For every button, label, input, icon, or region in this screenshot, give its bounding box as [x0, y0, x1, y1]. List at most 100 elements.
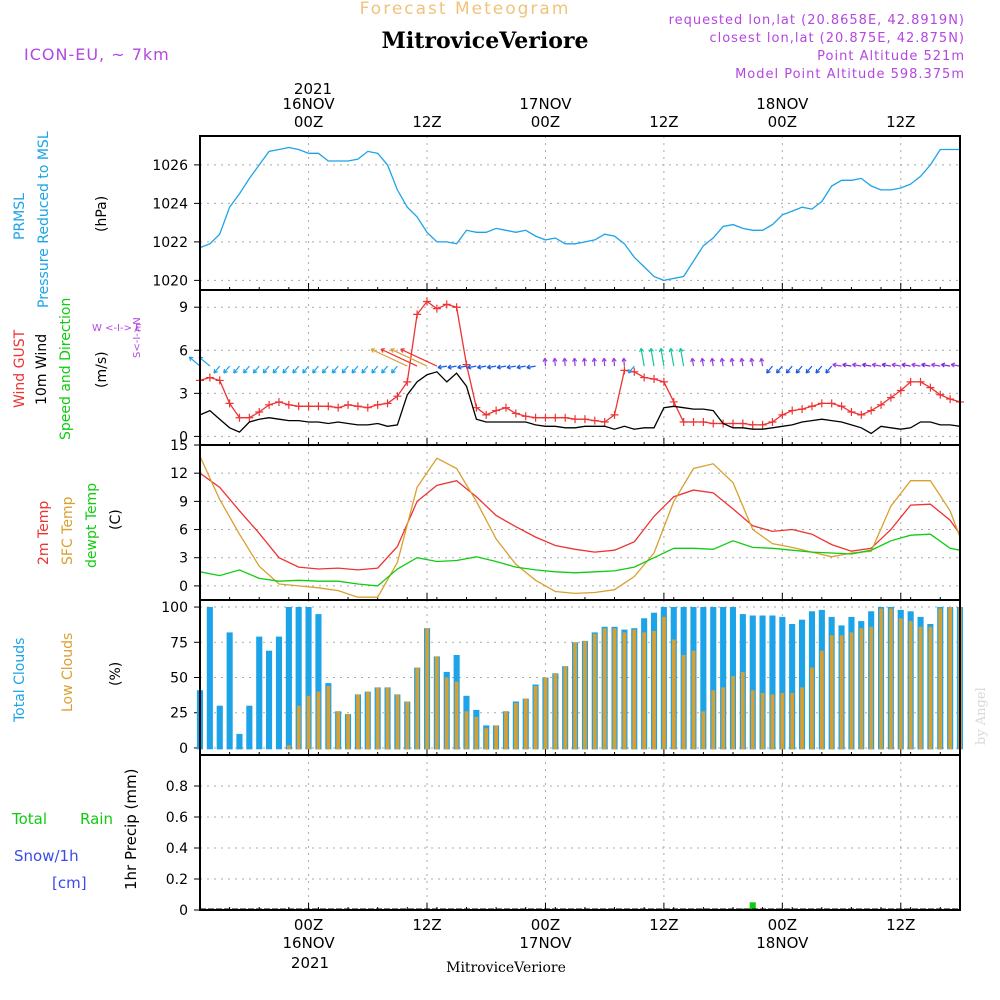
cloud-unit: (%) [108, 662, 124, 686]
gust-marker [590, 416, 599, 425]
bar-low-clouds [435, 656, 439, 750]
bar-low-clouds [731, 676, 735, 750]
bar-low-clouds [800, 687, 804, 750]
gust-marker [807, 402, 816, 411]
gust-marker [580, 415, 589, 424]
wind-arrow [832, 362, 842, 368]
panel-0: 1020 1022 1024 1026 [152, 135, 961, 291]
panel-1: 0 3 6 9 [179, 289, 964, 446]
ytick-label-0-1: 1022 [152, 235, 188, 251]
wind-arrow [815, 365, 823, 374]
top-date-label: 18NOV [756, 95, 809, 113]
gust-marker [304, 402, 313, 411]
compass-we: W <-I-> E [92, 323, 142, 334]
bar-low-clouds [662, 616, 666, 750]
wind-arrow [611, 357, 617, 367]
bar-low-clouds [336, 711, 340, 750]
bar-low-clouds [721, 687, 725, 750]
bar-low-clouds [810, 667, 814, 750]
wind-arrow [302, 365, 310, 374]
gust-marker [344, 400, 353, 409]
gust-marker [324, 402, 333, 411]
top-time-label: 12Z [412, 113, 441, 131]
bar-total-clouds [315, 614, 322, 750]
cloud-label-2: Low Clouds [60, 633, 76, 712]
wind-arrow [931, 362, 941, 368]
gust-marker [353, 402, 362, 411]
gust-marker [442, 300, 451, 309]
footer-station: MitroviceVeriore [446, 960, 566, 976]
pressure-panel-labels: PRMSL Pressure Reduced to MSL (hPa) [12, 131, 110, 308]
bar-low-clouds [652, 631, 656, 750]
bottom-year-label: 2021 [291, 954, 329, 972]
wind-arrow [496, 364, 507, 370]
wind-arrow [739, 357, 745, 367]
watermark: by Angel [974, 687, 989, 745]
bar-total-clouds [710, 607, 717, 750]
ytick-label-0-0: 1020 [152, 273, 188, 289]
gust-marker [235, 413, 244, 422]
gust-marker [274, 397, 283, 406]
wind-arrow [601, 357, 607, 367]
bar-low-clouds [523, 698, 528, 750]
wind-arrow [262, 365, 270, 374]
wind-arrow [729, 357, 735, 367]
gust-marker [205, 373, 214, 382]
panel-frame-2 [199, 444, 961, 601]
ytick-label-1-3: 9 [179, 300, 188, 316]
wind-arrow [381, 365, 388, 374]
panel-2: 0 3 6 9 12 15 [170, 438, 961, 601]
bar-total-clouds [749, 615, 756, 750]
bar-total-clouds [779, 616, 786, 750]
wind-arrow [562, 357, 568, 367]
wind-unit: (m/s) [94, 351, 110, 388]
compass-ns: S<-I->N [132, 317, 143, 358]
bar-low-clouds [356, 694, 360, 750]
bar-low-clouds [839, 635, 844, 750]
bar-low-clouds [553, 673, 558, 750]
ytick-label-2-1: 3 [179, 551, 188, 567]
wind-arrow [648, 347, 655, 367]
wind-arrow [282, 365, 290, 374]
bottom-time-label: 12Z [886, 916, 915, 934]
bar-total-rain [749, 902, 756, 911]
bar-low-clouds [671, 639, 676, 750]
bar-low-clouds [573, 642, 577, 750]
gust-marker [363, 403, 372, 412]
wind-arrow [272, 365, 280, 374]
bar-low-clouds [366, 691, 370, 750]
ytick-label-1-1: 3 [179, 386, 188, 402]
gust-marker [383, 399, 392, 408]
closest-coords: closest lon,lat (20.875E, 42.875N) [709, 31, 965, 46]
bar-low-clouds [464, 711, 469, 750]
ytick-label-2-0: 0 [179, 579, 188, 595]
bar-low-clouds [632, 629, 637, 750]
gust-marker [265, 400, 274, 409]
wind-arrow [400, 348, 438, 367]
bar-low-clouds [918, 626, 923, 750]
wind-arrow [861, 362, 872, 368]
bar-total-clouds [700, 607, 707, 750]
gust-marker [659, 377, 668, 386]
bar-low-clouds [701, 711, 706, 750]
bar-total-clouds [206, 607, 213, 750]
gust-marker [531, 413, 540, 422]
wind-arrow [639, 347, 645, 367]
pressure-unit: (hPa) [94, 196, 110, 232]
gust-marker [916, 377, 925, 386]
gust-marker [432, 304, 441, 313]
wind-arrow [447, 364, 457, 370]
bar-low-clouds [415, 667, 419, 750]
ytick-label-2-3: 9 [179, 494, 188, 510]
bar-low-clouds [750, 690, 755, 750]
wind-arrow [467, 364, 477, 370]
wind-arrow [243, 365, 250, 374]
gust-marker [738, 419, 747, 428]
gust-marker [472, 403, 481, 412]
gust-marker [600, 418, 609, 427]
bar-total-clouds [246, 705, 253, 750]
wind-arrow [223, 365, 231, 374]
